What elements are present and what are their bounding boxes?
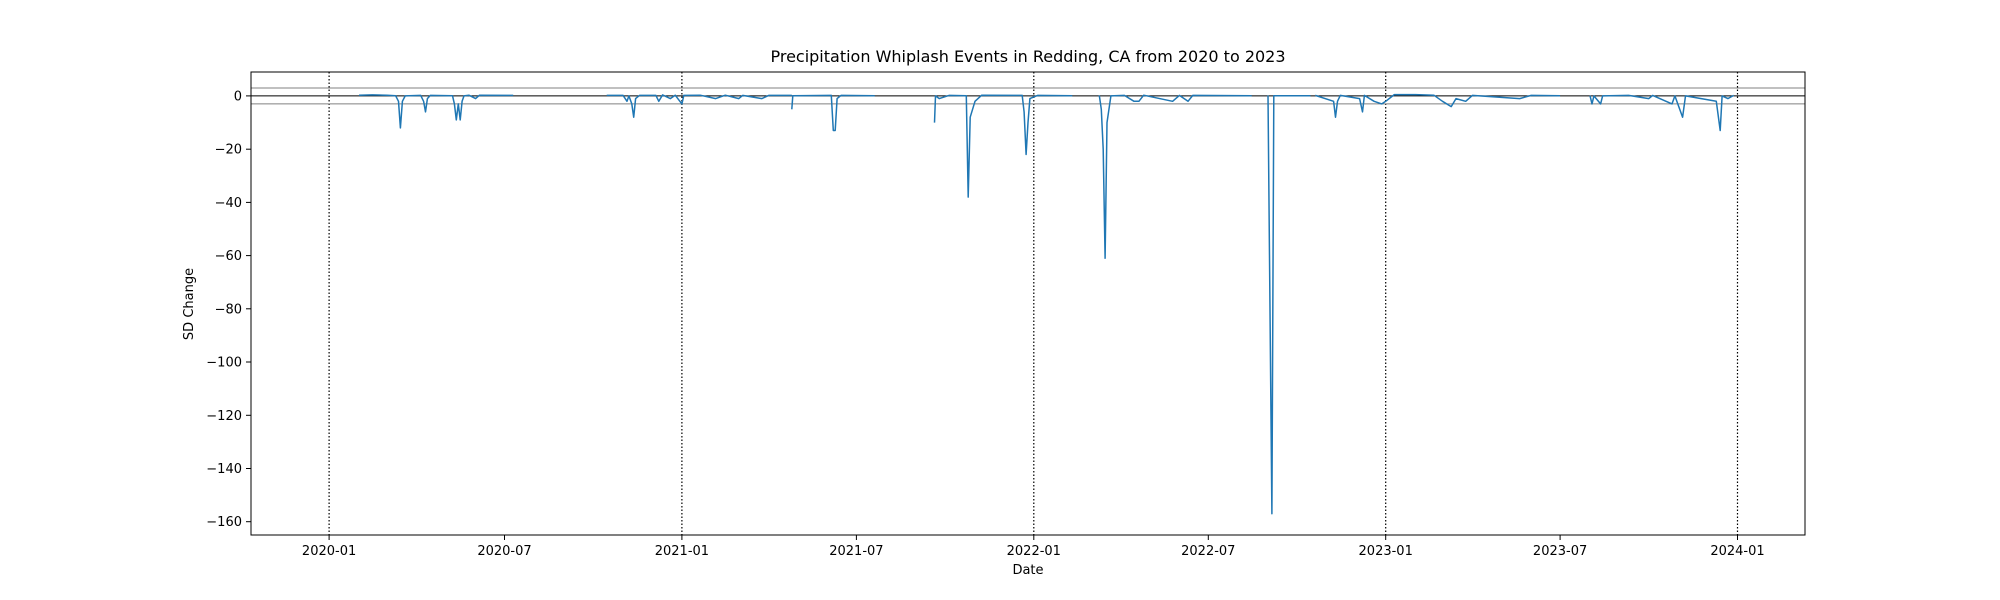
axis-ticks: 2020-01 2020-07 2021-01 2021-07 2022-01 2022-… [206,89,1764,559]
x-tick-label: 2023-01 [1359,544,1413,559]
x-tick-label: 2021-01 [655,544,709,559]
series-line-segment [933,94,1073,198]
y-tick-label: −20 [215,143,242,158]
x-axis-label: Date [1012,563,1043,578]
y-tick-label: 0 [234,89,242,104]
y-tick-label: −60 [215,249,242,264]
series-line-segment [1267,94,1311,515]
series-line-segment [1098,94,1252,260]
y-axis-label: SD Change [182,268,197,340]
y-tick-label: −120 [206,409,242,424]
series-line-segment [1315,93,1561,118]
x-tick-label: 2023-07 [1533,544,1587,559]
x-tick-label: 2020-01 [302,544,356,559]
y-tick-label: −100 [206,356,242,371]
y-tick-label: −160 [206,515,242,530]
y-tick-label: −140 [206,462,242,477]
x-tick-label: 2021-07 [829,544,883,559]
plot-area [251,72,1805,535]
chart-title: Precipitation Whiplash Events in Redding… [770,47,1285,66]
series-line-segment [606,94,792,118]
series-line-segment [1589,94,1735,132]
series-line-segment [358,94,514,129]
x-tick-label: 2024-01 [1710,544,1764,559]
axes-frame [250,71,1806,536]
x-tick-label: 2022-07 [1181,544,1235,559]
y-tick-label: −40 [215,196,242,211]
series-line-segment [791,94,875,132]
x-tick-label: 2022-01 [1007,544,1061,559]
x-tick-label: 2020-07 [477,544,531,559]
y-tick-label: −80 [215,302,242,317]
series-group [358,93,1735,515]
